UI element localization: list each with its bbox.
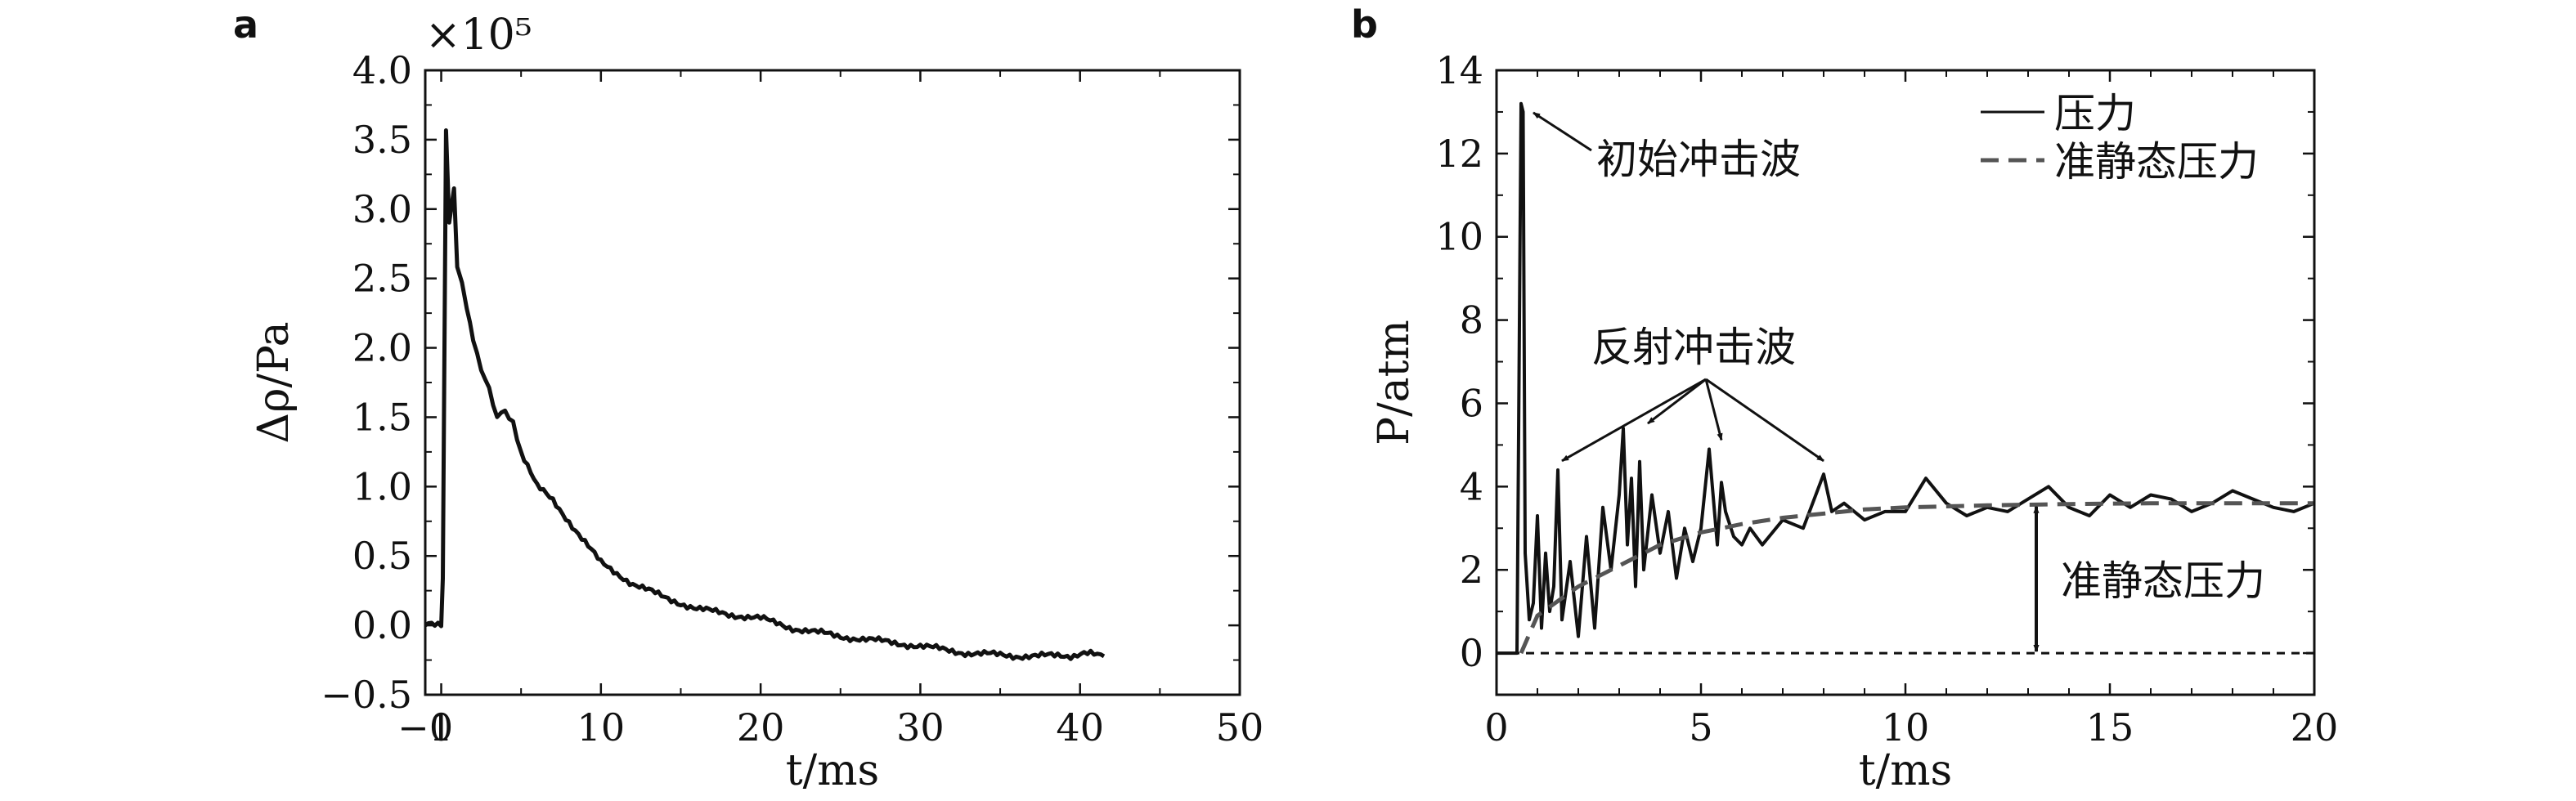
panel-a-y-multiplier: ×10⁵ — [425, 11, 532, 60]
panel-a-y-tick-label: 4.0 — [352, 48, 412, 92]
arrow-reflected-shock — [1647, 378, 1707, 425]
panel-b-legend: 压力 准静态压力 — [1981, 90, 2259, 186]
panel-b-x-ticks: 0 5 10 15 20 — [1484, 70, 2338, 750]
panel-a-y-tick-label: 0.5 — [352, 534, 412, 578]
panel-b-series-quasi-static — [1519, 501, 2314, 655]
panel-a-y-axis-label: Δρ/Pa — [249, 321, 298, 443]
panel-a-label: a — [233, 2, 258, 47]
panel-b-y-tick-label: 6 — [1460, 381, 1483, 425]
panel-a-x-tick-label: −1 — [397, 705, 453, 750]
panel-a-frame — [424, 69, 1241, 696]
panel-a-plot-area — [424, 128, 1106, 661]
panel-a-y-tick-label: 3.5 — [352, 118, 412, 162]
panel-b-y-tick-label: 4 — [1460, 464, 1483, 508]
panel-b-x-axis-label: t/ms — [1859, 746, 1952, 795]
panel-b-chart: b 0 2 4 6 8 10 12 14 0 5 10 15 20 t/ms P/atm 压力 准静态… — [1351, 2, 2338, 795]
panel-a-x-ticks: −10 10 20 30 40 50 — [397, 70, 1263, 750]
panel-b-y-tick-label: 8 — [1460, 298, 1483, 342]
panel-b-y-tick-label: 14 — [1435, 48, 1483, 92]
panel-b-y-axis-label: P/atm — [1370, 320, 1419, 445]
panel-a-x-tick-label: 40 — [1056, 705, 1104, 750]
panel-b-x-tick-label: 10 — [1882, 705, 1930, 750]
annotation-reflected-shock: 反射冲击波 — [1591, 324, 1796, 371]
panel-b-y-tick-label: 2 — [1460, 548, 1483, 592]
panel-a-y-ticks: −0.5 0.0 0.5 1.0 1.5 2.0 2.5 3.0 3.5 4.0 — [321, 48, 1240, 717]
panel-a-y-tick-label: 1.5 — [352, 395, 412, 439]
panel-b-x-tick-label: 5 — [1689, 705, 1712, 750]
panel-a-x-tick-label: 50 — [1216, 705, 1264, 750]
panel-a-x-tick-label: 30 — [896, 705, 945, 750]
panel-b-y-tick-label: 10 — [1435, 215, 1483, 259]
legend-label-quasi-static: 准静态压力 — [2054, 138, 2259, 186]
panel-b-x-tick-label: 15 — [2086, 705, 2134, 750]
panel-a-y-tick-label: 3.0 — [352, 187, 412, 231]
panel-a-y-tick-label: 1.0 — [352, 464, 412, 508]
arrow-reflected-shock — [1561, 378, 1707, 463]
panel-a-x-tick-label: 20 — [737, 705, 785, 750]
panel-b-x-tick-label: 0 — [1484, 705, 1508, 750]
panel-a-x-axis-label: t/ms — [786, 746, 879, 795]
panel-b-annotations: 初始冲击波 反射冲击波 准静态压力 — [1533, 111, 2265, 652]
panel-b-series-pressure — [1497, 101, 2315, 656]
panel-a-x-tick-label: 0 — [429, 705, 453, 750]
panel-b-y-tick-label: 0 — [1460, 631, 1483, 675]
panel-b-y-ticks: 0 2 4 6 8 10 12 14 — [1435, 48, 2314, 696]
annotation-quasi-static: 准静态压力 — [2061, 557, 2265, 605]
panel-a-y-tick-label: 2.5 — [352, 257, 412, 301]
panel-a-chart: a ×10⁵ −0.5 0.0 0.5 1.0 1.5 2.0 2.5 3.0 3.5 4.0 −… — [233, 2, 1263, 795]
panel-b-label: b — [1351, 2, 1378, 47]
panel-b-plot-area — [1497, 101, 2315, 656]
legend-label-pressure: 压力 — [2054, 90, 2136, 137]
arrow-initial-shock — [1533, 111, 1592, 152]
panel-b-x-tick-label: 20 — [2291, 705, 2339, 750]
panel-a-x-tick-label: 10 — [577, 705, 626, 750]
panel-a-series-line — [424, 128, 1106, 661]
arrow-reflected-shock — [1704, 378, 1723, 441]
panel-a-y-tick-label: 0.0 — [352, 603, 412, 647]
annotation-initial-shock: 初始冲击波 — [1596, 136, 1801, 183]
arrow-reflected-shock — [1705, 378, 1824, 463]
panel-a-y-tick-label: 2.0 — [352, 326, 412, 370]
panel-a-y-tick-label: −0.5 — [321, 673, 412, 717]
panel-b-y-tick-label: 12 — [1435, 132, 1483, 176]
